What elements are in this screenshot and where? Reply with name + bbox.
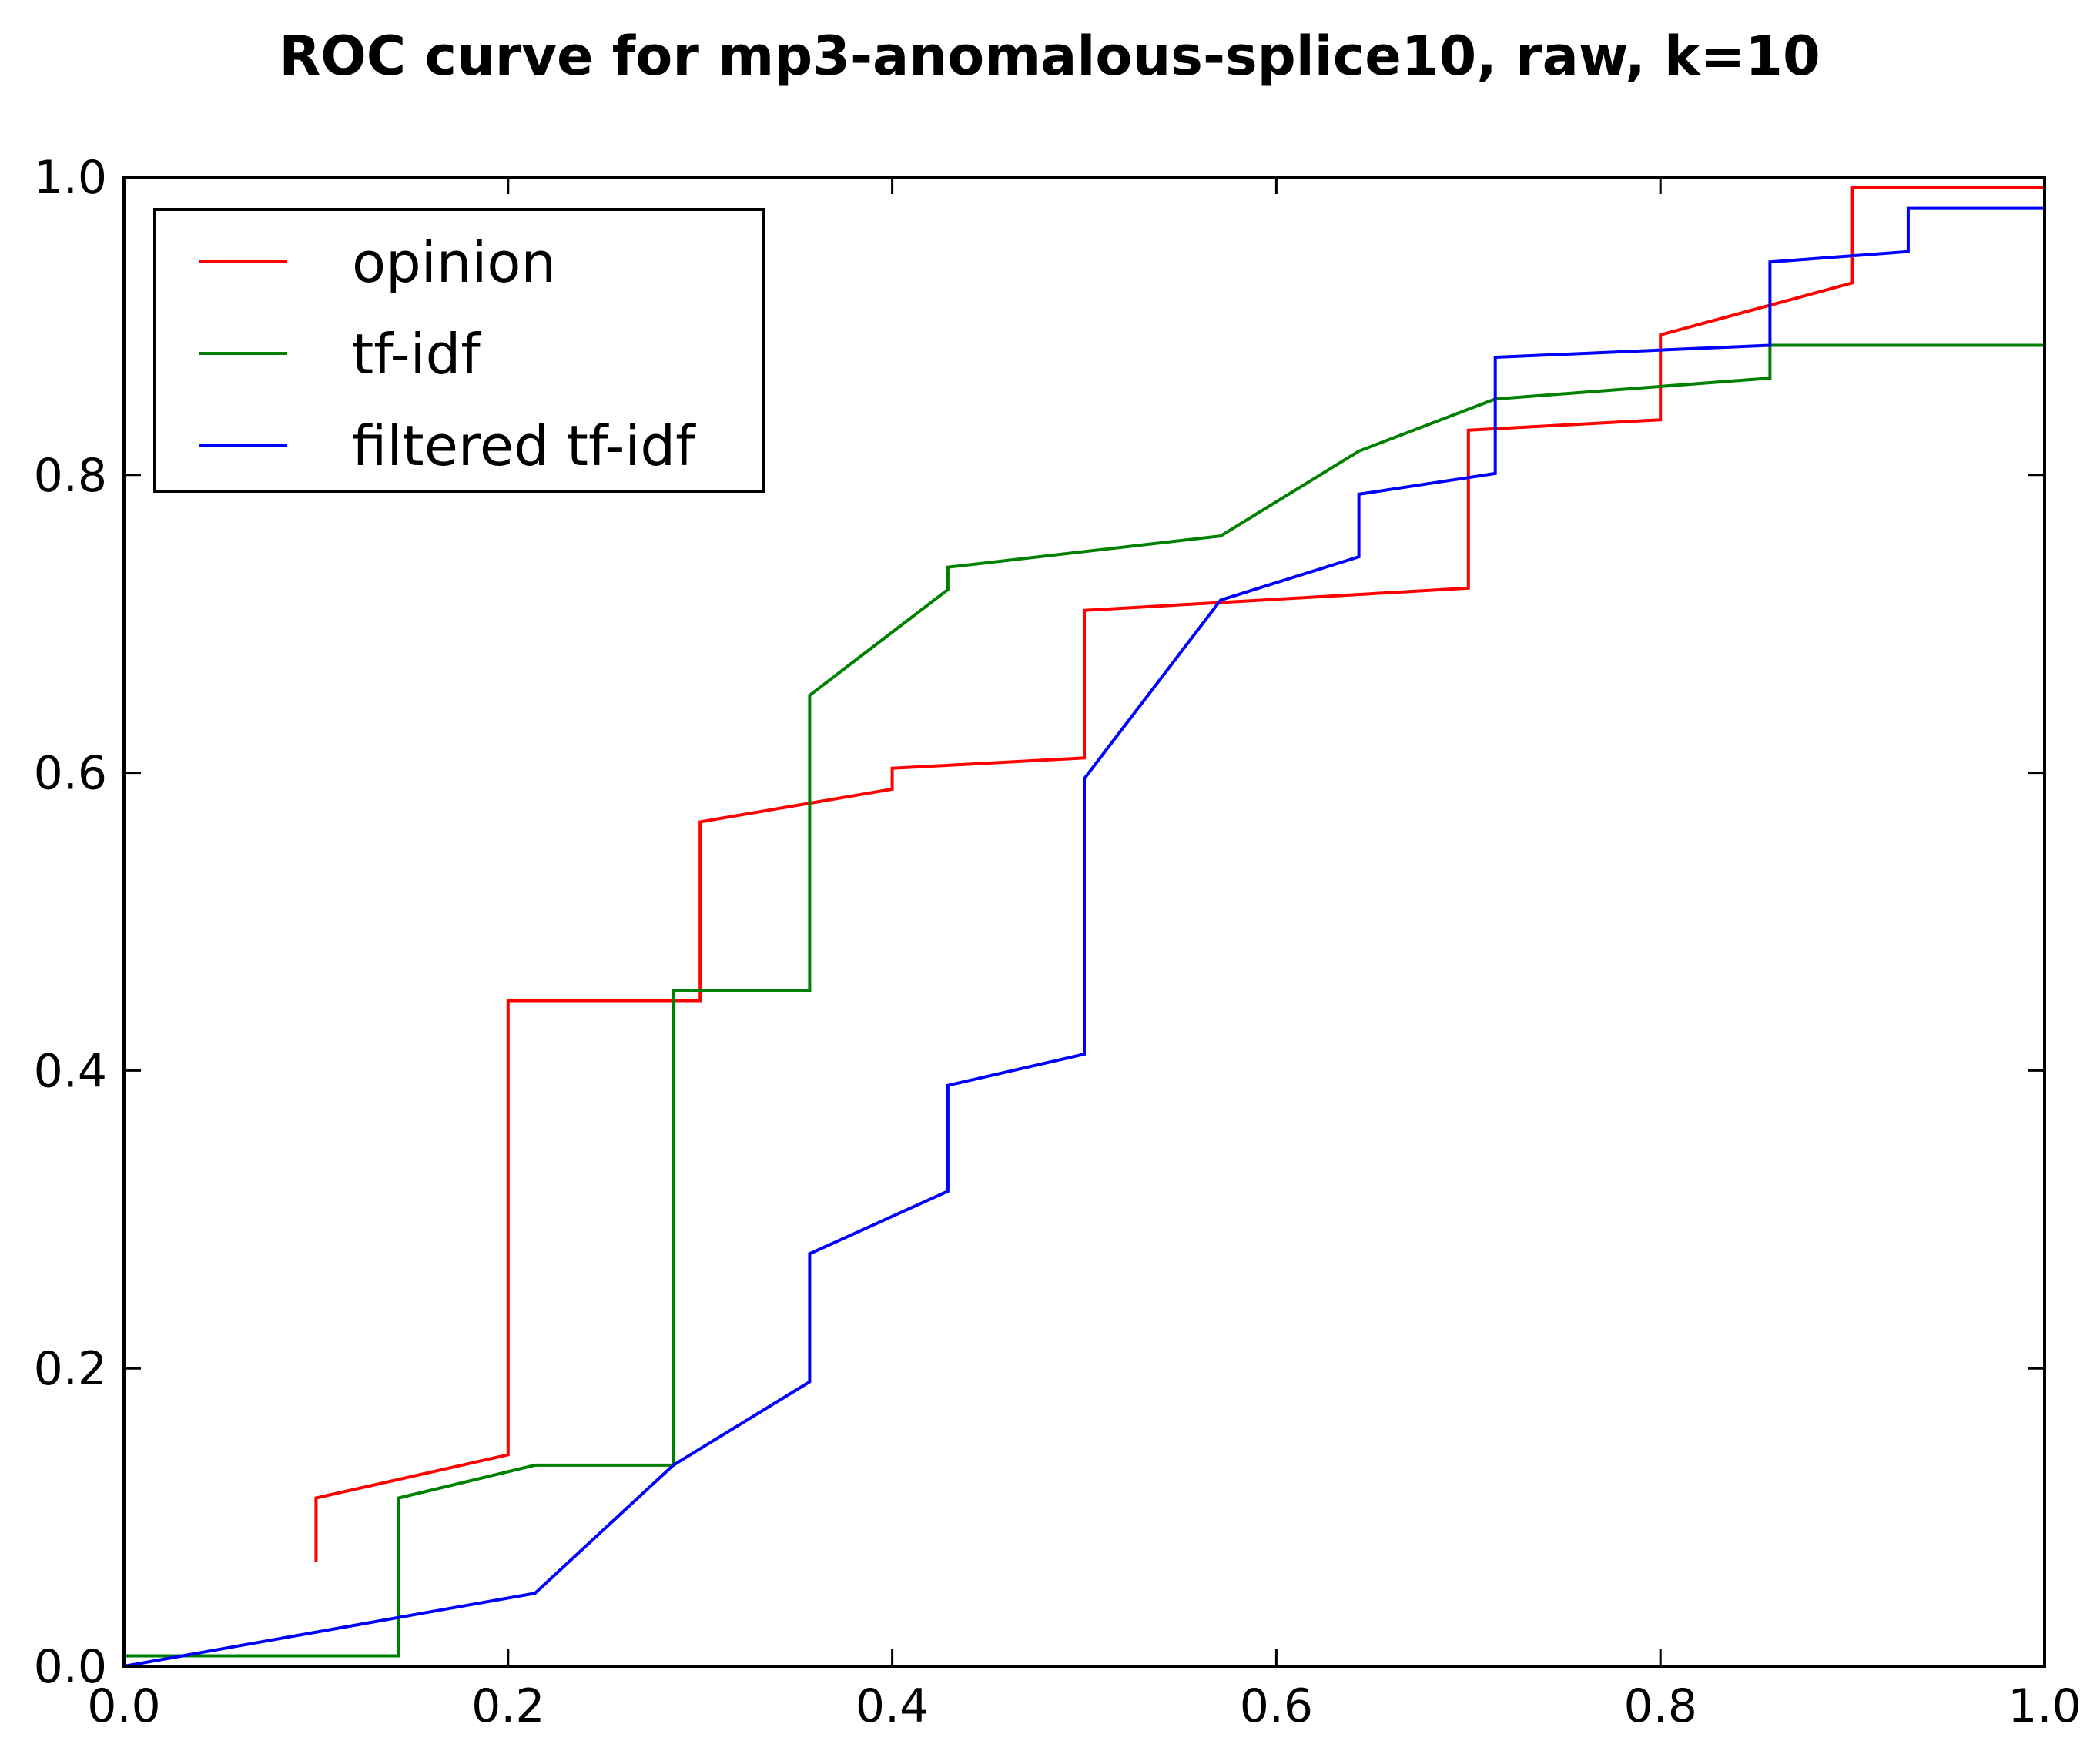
chart-title: ROC curve for mp3-anomalous-splice10, ra… — [279, 25, 1820, 88]
series-line-2 — [123, 206, 2045, 1668]
y-tick-label: 0.0 — [34, 1640, 107, 1694]
series-layer — [123, 186, 2045, 1668]
x-tick-label: 0.0 — [87, 1679, 160, 1733]
y-tick-label: 0.8 — [34, 449, 107, 503]
x-tick-label: 0.2 — [471, 1679, 544, 1733]
y-tick-label: 0.4 — [34, 1044, 107, 1098]
plot-frame — [122, 176, 2046, 1668]
legend-label: opinion — [352, 230, 556, 295]
tick-layer: 0.0 0.2 0.4 0.6 0.8 1.0 0.0 0.2 0.4 0.6 0.8 1.0 — [34, 151, 2082, 1733]
series-line-0 — [314, 186, 2045, 1562]
y-tick-label: 0.6 — [34, 747, 107, 801]
y-tick-label: 1.0 — [34, 151, 107, 205]
x-tick-label: 0.6 — [1240, 1679, 1313, 1733]
legend-label: filtered tf-idf — [352, 413, 696, 478]
x-tick-label: 0.8 — [1623, 1679, 1696, 1733]
y-tick-label: 0.2 — [34, 1342, 107, 1396]
legend: opinion tf-idf filtered tf-idf — [153, 208, 765, 493]
x-tick-label: 1.0 — [2008, 1679, 2081, 1733]
legend-label: tf-idf — [352, 322, 481, 387]
x-tick-label: 0.4 — [856, 1679, 929, 1733]
series-line-1 — [124, 343, 2045, 1658]
